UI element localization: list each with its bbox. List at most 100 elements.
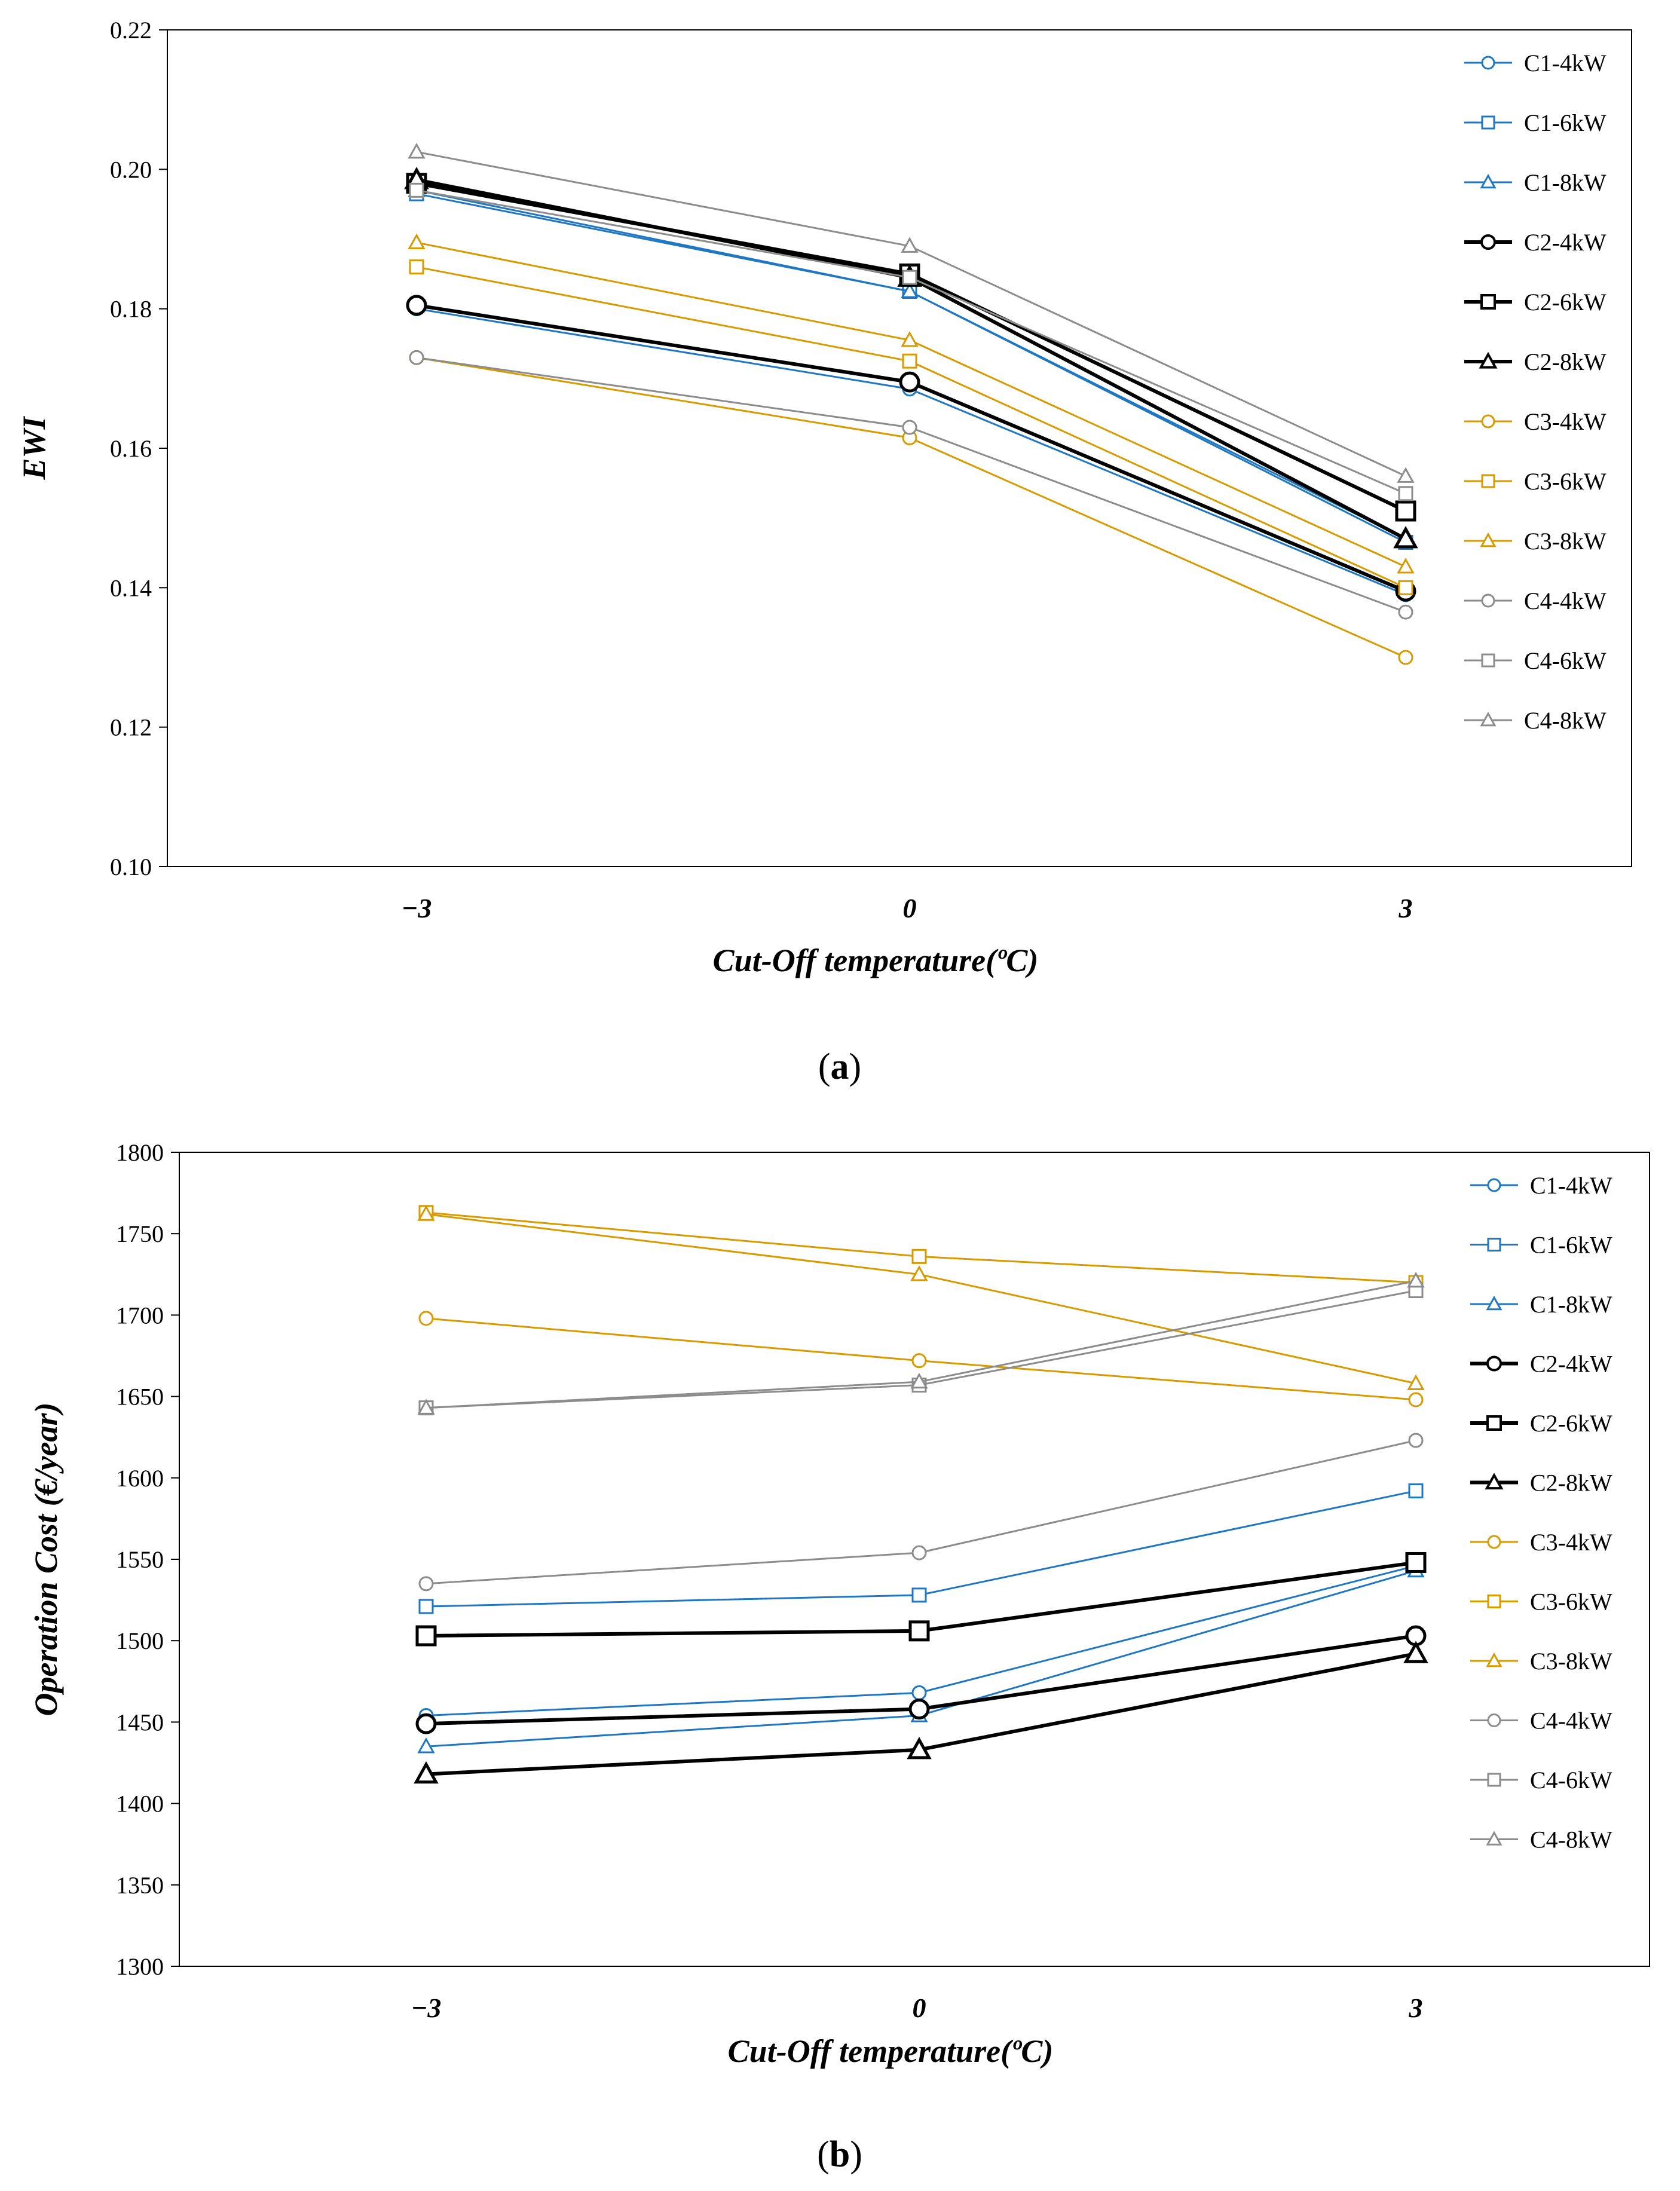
- legend-marker: [1480, 294, 1496, 310]
- data-point: [409, 259, 424, 275]
- y-tick-label: 1600: [116, 1465, 164, 1492]
- y-axis-label: EWI: [16, 415, 52, 480]
- data-point: [901, 282, 919, 298]
- y-tick-label: 0.22: [110, 17, 152, 44]
- x-tick-label: 3: [1399, 893, 1413, 923]
- legend-label: C4-6kW: [1530, 1767, 1612, 1794]
- series-c3-4kw: [418, 1311, 1424, 1407]
- legend-marker: [1481, 414, 1495, 429]
- operation-cost-chart: 1300 1350 1400 1450 1500 1550 1600 1650 1700 1750…: [28, 1139, 1650, 2175]
- legend-label: C4-4kW: [1524, 587, 1606, 614]
- y-tick-label: 1650: [116, 1384, 164, 1410]
- legend-marker: [1481, 593, 1495, 608]
- legend-marker: [1485, 1473, 1504, 1490]
- data-point: [911, 1353, 927, 1369]
- y-tick-label: 1500: [116, 1627, 164, 1654]
- data-point: [417, 1737, 435, 1754]
- legend-marker: [1481, 653, 1495, 668]
- data-point: [1405, 1552, 1427, 1573]
- series-c4-6kw: [409, 182, 1413, 501]
- series-c2-6kw: [415, 1552, 1427, 1647]
- legend-label: C2-6kW: [1524, 289, 1606, 316]
- data-point: [1408, 1433, 1424, 1448]
- data-point: [910, 1265, 928, 1281]
- data-point: [1398, 486, 1413, 501]
- data-point: [408, 142, 426, 159]
- data-point: [908, 1620, 930, 1642]
- legend-label: C2-6kW: [1530, 1410, 1612, 1437]
- panel-caption: (a): [818, 1046, 861, 1087]
- y-tick-label: 0.16: [110, 435, 152, 462]
- data-point: [1407, 1272, 1425, 1288]
- data-point: [901, 331, 919, 347]
- series-c3-4kw: [409, 350, 1413, 665]
- legend-marker: [1479, 351, 1498, 369]
- legend-marker: [1487, 1713, 1501, 1727]
- y-tick-label: 1750: [116, 1220, 164, 1247]
- series-c4-8kw: [408, 142, 1415, 483]
- legend-label: C1-6kW: [1530, 1232, 1612, 1259]
- series-c2-4kw: [415, 1625, 1427, 1734]
- series-line: [426, 1439, 1416, 1585]
- series-line: [416, 308, 1406, 596]
- data-point: [1398, 650, 1413, 665]
- legend-label: C2-8kW: [1530, 1470, 1612, 1497]
- legend: C1-4kW C1-6kW C1-8kW C2-4kW C2-6kW C2-8kW C3-4…: [1470, 1172, 1612, 1853]
- legend-marker: [1487, 1178, 1501, 1192]
- x-tick-label: −3: [402, 893, 432, 923]
- series-c1-4kw: [409, 301, 1413, 602]
- legend-label: C3-4kW: [1530, 1529, 1612, 1556]
- y-tick-label: 0.20: [110, 156, 152, 183]
- legend-label: C3-4kW: [1524, 408, 1606, 435]
- data-point: [1408, 1483, 1424, 1499]
- legend-label: C3-6kW: [1530, 1589, 1612, 1615]
- data-point: [902, 420, 917, 435]
- x-tick-label: 0: [903, 893, 917, 923]
- data-point: [908, 1699, 930, 1720]
- legend: C1-4kW C1-6kW C1-8kW C2-4kW C2-6kW C2-8kW C3-4…: [1464, 50, 1606, 734]
- series-c4-4kw: [409, 350, 1413, 620]
- y-tick-label: 1550: [116, 1546, 164, 1573]
- data-point: [911, 1685, 927, 1700]
- legend-label: C3-6kW: [1524, 468, 1606, 495]
- series-c4-6kw: [418, 1283, 1424, 1416]
- ewi-chart: 0.10 0.12 0.14 0.16 0.18 0.20 0.22 −3 0 3 Cut-Off …: [16, 17, 1632, 1087]
- legend-label: C2-4kW: [1524, 229, 1606, 256]
- data-point: [418, 1311, 434, 1326]
- data-point: [911, 1545, 927, 1560]
- x-axis-label: Cut-Off temperature(ºC): [728, 2033, 1054, 2069]
- y-tick-label: 1800: [116, 1139, 164, 1166]
- data-point: [1403, 1641, 1428, 1663]
- data-point: [899, 371, 920, 393]
- data-point: [1398, 580, 1413, 595]
- legend-marker: [1486, 1295, 1502, 1311]
- x-tick-label: 0: [913, 1993, 926, 2023]
- data-point: [1397, 558, 1415, 574]
- legend-label: C1-4kW: [1530, 1172, 1612, 1199]
- series-line: [416, 303, 1407, 593]
- legend-marker: [1481, 474, 1495, 488]
- y-tick-label: 1350: [116, 1872, 164, 1899]
- y-tick-label: 0.18: [110, 296, 152, 323]
- data-point: [902, 270, 917, 285]
- y-tick-label: 0.10: [110, 853, 152, 880]
- legend-marker: [1487, 1773, 1501, 1787]
- legend-label: C1-8kW: [1524, 169, 1606, 196]
- legend-label: C3-8kW: [1524, 528, 1606, 555]
- data-point: [409, 350, 424, 365]
- legend-marker: [1487, 1535, 1501, 1549]
- series-line: [416, 356, 1406, 659]
- legend-marker: [1480, 234, 1496, 250]
- legend-label: C2-4kW: [1530, 1351, 1612, 1378]
- data-point: [409, 182, 424, 198]
- legend-marker: [1481, 115, 1495, 130]
- data-point: [418, 1576, 434, 1592]
- data-point: [417, 1205, 435, 1221]
- panel-caption: (b): [817, 2134, 862, 2175]
- x-tick-label: 3: [1409, 1993, 1423, 2023]
- legend-marker: [1486, 1355, 1502, 1372]
- data-point: [417, 1399, 435, 1415]
- legend-marker: [1486, 1415, 1502, 1431]
- data-point: [1407, 1374, 1425, 1390]
